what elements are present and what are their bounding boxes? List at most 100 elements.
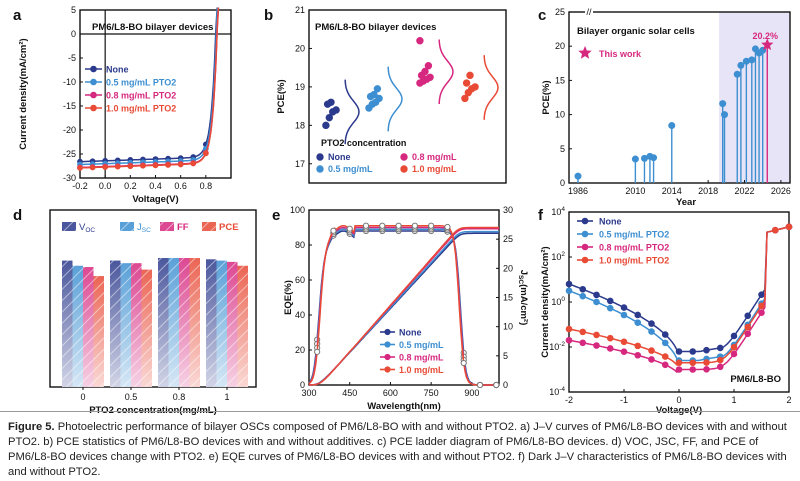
panel-d-bar-fade [120, 263, 131, 387]
panel-f-marker [620, 338, 628, 346]
panel-c-xtick-label: 2026 [771, 186, 791, 196]
panel-f-marker [620, 304, 628, 311]
panel-f-marker [606, 297, 614, 305]
panel-a-marker [165, 161, 171, 168]
panel-d-legend-swatch [202, 222, 216, 231]
panel-e-eqe-marker [330, 227, 337, 234]
panel-f-xlabel: Voltage(V) [656, 405, 702, 416]
panel-e-y2tick-label: 20 [503, 263, 513, 273]
panel-f-marker [620, 311, 628, 319]
panel-e-ylabel: EQE(%) [283, 280, 294, 315]
panel-d-bar-fade [141, 269, 152, 387]
panel-d-legend-swatch [120, 222, 134, 231]
panel-b-legend-label: 0.8 mg/mL [412, 152, 457, 162]
panel-b-point [466, 71, 474, 80]
panel-e-xtick-label: 750 [424, 388, 439, 398]
panel-f-marker [648, 320, 655, 327]
panel-a-marker [114, 163, 121, 170]
panel-d-bar-fade [216, 260, 227, 387]
panel-b-legend-label: None [328, 152, 351, 162]
panel-e-ytick-label: 100 [290, 205, 305, 215]
panel-f-marker [661, 361, 669, 369]
panel-b-point [375, 94, 383, 103]
panel-e-eqe-marker [379, 222, 386, 229]
panel-f-marker [634, 311, 642, 319]
panel-a-legend-marker [90, 65, 97, 73]
panel-a-xlabel: Voltage(V) [132, 194, 178, 205]
panel-c-ytick-label: 10 [555, 110, 565, 120]
panel-f-marker [579, 292, 587, 300]
panel-f-marker [675, 348, 683, 355]
panel-f-xtick-label: 2 [786, 395, 791, 405]
panel-c-ytick-label: 20 [555, 41, 565, 51]
panel-b-point [332, 106, 340, 114]
panel-e-ytick-label: 20 [295, 345, 305, 355]
panel-e-eqe-marker [428, 222, 435, 229]
panel-f-marker [620, 348, 628, 355]
panel-d-legend-label: FF [177, 222, 189, 233]
panel-d-legend-label: VOC [79, 222, 95, 234]
panel-b-legend-marker [316, 153, 324, 161]
panel-a-ytick-label: -5 [68, 53, 76, 63]
panel-a-marker [140, 162, 146, 169]
panel-b-point [421, 67, 429, 76]
panel-a-marker [102, 164, 109, 170]
panel-c-ytick-label: 25 [555, 7, 565, 17]
panel-e-eqe-curve-3 [308, 225, 499, 386]
panel-b-point [462, 79, 471, 87]
panel-f-ylabel: Current density(mA/cm²) [540, 246, 551, 357]
panel-d-xtick-label: 1 [224, 392, 229, 402]
panel-e-legend-label: 1.0 mg/mL [399, 365, 444, 375]
panel-e-y2tick-label: 10 [503, 322, 513, 332]
panel-f-marker [661, 353, 669, 360]
panel-letter-d: d [13, 207, 22, 224]
panel-c-annotation: This work [599, 49, 642, 59]
panel-f-marker [689, 366, 697, 373]
panel-a-legend-label: 1.0 mg/mL PTO2 [106, 104, 176, 114]
panel-f-marker [648, 356, 655, 363]
figure-caption: Figure 5. Photoelectric performance of b… [8, 420, 788, 480]
panel-f-marker [703, 359, 710, 366]
panel-b-legend-label: 0.5 mg/mL [328, 164, 373, 174]
panel-a-marker [152, 162, 159, 169]
panel-f-marker [689, 348, 697, 355]
panel-f-legend-marker [581, 256, 589, 264]
panel-a-ytick-label: -30 [63, 173, 76, 183]
panel-d-bar-fade [189, 258, 200, 387]
panel-c-point [733, 70, 741, 78]
panel-f-xtick-label: 1 [731, 395, 736, 405]
panel-d-bar-fade [110, 260, 121, 387]
panel-e-xtick-label: 300 [301, 388, 316, 398]
panel-f-marker [661, 331, 669, 338]
panel-letter-e: e [272, 207, 280, 224]
panel-e-ytick-label: 80 [295, 240, 305, 250]
caption-label: Figure 5. [8, 421, 55, 433]
panel-b-distribution-2 [438, 39, 454, 105]
panel-f-marker [716, 356, 724, 364]
panel-e-eqe-marker [476, 381, 484, 389]
panel-f-marker [565, 287, 573, 295]
panel-f-legend-label: 0.8 mg/mL PTO2 [599, 243, 669, 253]
panel-a-xtick-label: 0.0 [99, 181, 112, 191]
panel-f-marker [785, 223, 793, 231]
panel-f-marker [606, 345, 614, 352]
panel-b-distribution-1 [387, 66, 403, 132]
panel-a-ytick-label: 0 [71, 29, 76, 39]
panel-letter-a: a [13, 7, 22, 24]
panel-a-legend-label: 0.8 mg/mL PTO2 [106, 91, 176, 101]
panel-f-marker [703, 366, 710, 373]
panel-d-bar-fade [179, 258, 190, 387]
panel-e-xlabel: Wavelength(nm) [367, 401, 441, 412]
panel-f-legend-marker [581, 230, 589, 238]
panel-a-marker [89, 164, 96, 171]
panel-b-legend-marker [400, 153, 408, 161]
panel-b-point [416, 37, 424, 45]
panel-f-marker [579, 328, 587, 336]
panel-e-eqe-marker [346, 225, 353, 232]
panel-d-bar-fade [237, 265, 248, 387]
panel-f-marker [744, 323, 752, 331]
panel-c-xtick-label: 2010 [625, 186, 645, 196]
panel-c-ytick-label: 5 [560, 144, 565, 154]
panel-f-marker [634, 342, 642, 350]
panel-f-ytick-label: 10-2 [549, 341, 565, 352]
